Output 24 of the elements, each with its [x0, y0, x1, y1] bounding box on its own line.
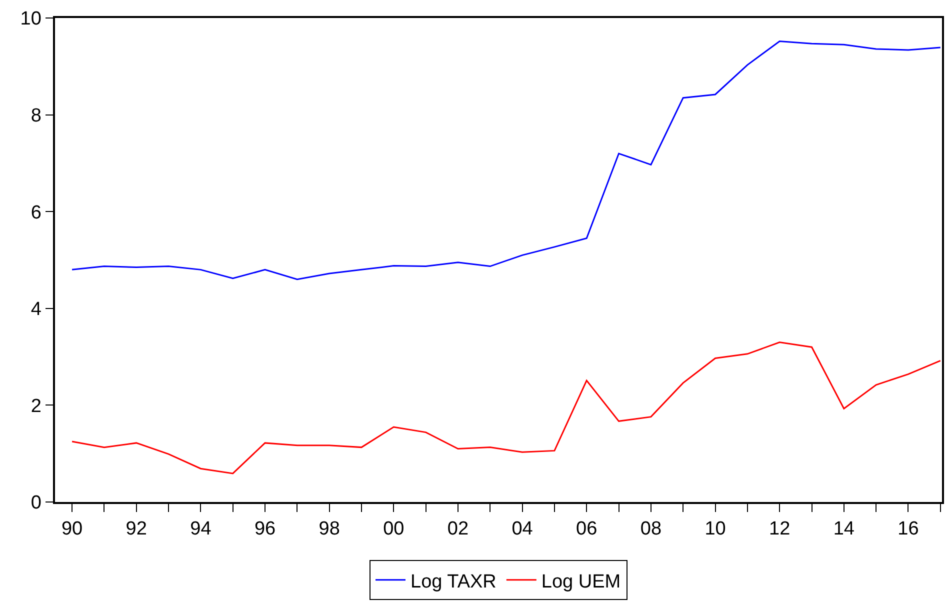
x-tick-label: 16: [898, 518, 919, 540]
legend-label: Log TAXR: [410, 571, 496, 592]
line-series: [71, 40, 942, 280]
line-series: [71, 342, 942, 474]
x-tick-label: 06: [576, 518, 598, 540]
y-tick-label: 10: [20, 8, 42, 30]
x-tick-label: 08: [640, 518, 662, 540]
x-tick-label: 00: [383, 518, 404, 540]
x-tick-label: 04: [512, 518, 534, 540]
y-tick-label: 4: [30, 299, 42, 320]
x-tick-label: 90: [61, 518, 83, 540]
x-tick-label: 02: [447, 518, 469, 540]
x-tick-label: 94: [190, 518, 212, 540]
y-tick-label: 8: [30, 105, 42, 126]
x-tick-label: 98: [318, 518, 340, 540]
legend-label: Log UEM: [541, 571, 621, 592]
x-tick-label: 14: [833, 518, 855, 540]
x-tick-label: 96: [254, 518, 276, 540]
y-tick-label: 2: [30, 396, 42, 417]
x-tick-label: 92: [126, 518, 147, 540]
x-tick-label: 10: [704, 518, 726, 540]
y-tick-label: 6: [30, 202, 42, 224]
y-tick-label: 0: [30, 492, 42, 514]
x-tick-label: 12: [769, 518, 790, 540]
